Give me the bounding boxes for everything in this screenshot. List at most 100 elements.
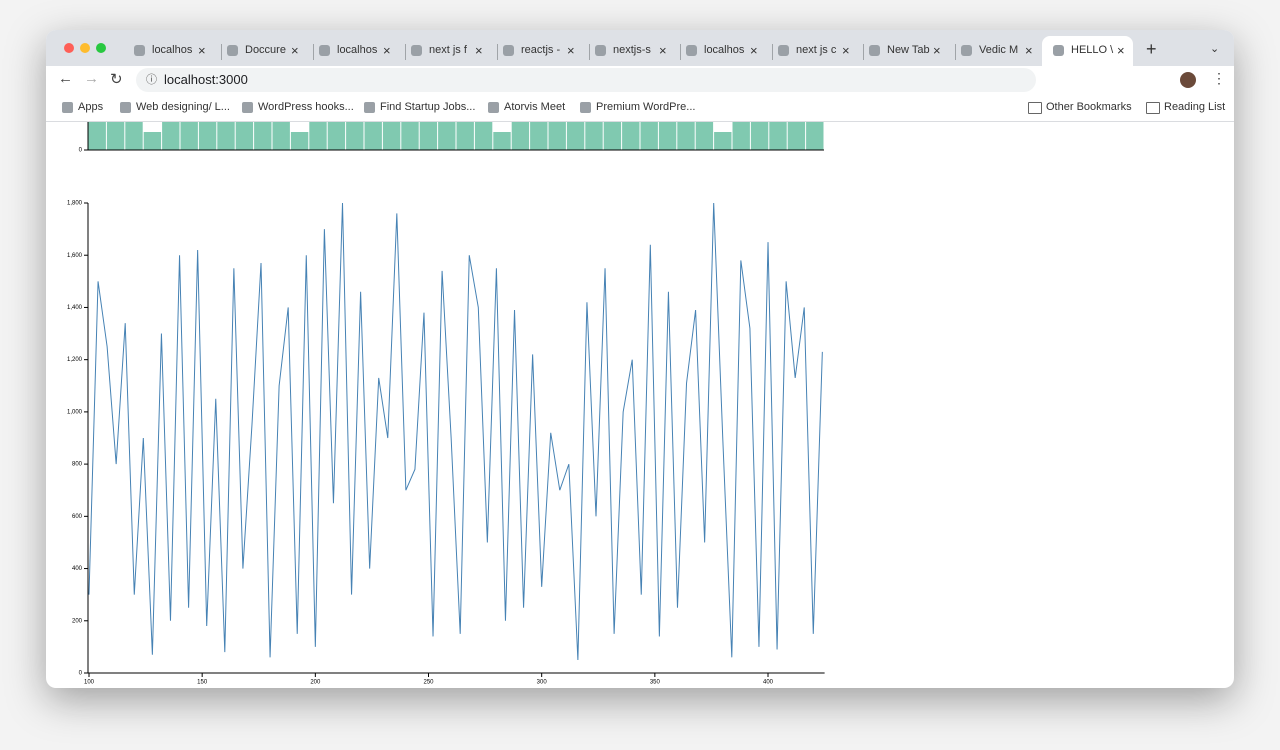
- bookmark-icon: [1028, 102, 1042, 114]
- menu-button[interactable]: ⋮: [1212, 70, 1226, 86]
- tab-separator: [405, 44, 406, 60]
- bar: [290, 132, 309, 150]
- tab-close[interactable]: ×: [383, 43, 391, 58]
- tab-close[interactable]: ×: [842, 43, 850, 58]
- tab-separator: [772, 44, 773, 60]
- bar: [180, 122, 198, 150]
- tab-title[interactable]: next js c: [796, 44, 837, 56]
- y-tick-label: 400: [72, 566, 83, 572]
- tab-favicon: [319, 45, 330, 56]
- tab-bar: + ⌄ localhos × Doccure × localhos × next js f ×…: [46, 30, 1234, 66]
- browser-window: + ⌄ localhos × Doccure × localhos × next js f ×…: [46, 30, 1234, 688]
- tab-title[interactable]: HELLO \: [1071, 44, 1114, 56]
- tab-close[interactable]: ×: [475, 43, 483, 58]
- bookmark-icon: [242, 102, 253, 113]
- bookmark[interactable]: Atorvis Meet: [504, 101, 566, 113]
- tab-close[interactable]: ×: [1117, 43, 1125, 58]
- tab-title[interactable]: localhos: [337, 44, 378, 56]
- reload-button[interactable]: ↻: [110, 71, 123, 88]
- tab-favicon: [961, 45, 972, 56]
- y-tick-label: 1,400: [67, 305, 83, 311]
- x-tick-label: 100: [84, 680, 95, 686]
- bar: [603, 122, 622, 150]
- tab-separator: [863, 44, 864, 60]
- bookmark-icon: [488, 102, 499, 113]
- line-chart: 0 200 400 600 800 1,000 1,200 1,400 1,600 1,800 10…: [67, 201, 825, 686]
- bookmarks-bar: Apps Web designing/ L... WordPress hooks..…: [46, 94, 1234, 122]
- back-button[interactable]: ←: [58, 70, 73, 87]
- bar: [511, 122, 530, 150]
- x-tick-label: 350: [650, 680, 661, 686]
- y-tick-label: 1,000: [67, 409, 83, 415]
- bar: [493, 132, 511, 150]
- bar: [106, 122, 125, 150]
- bar: [677, 122, 695, 150]
- tab-favicon: [1053, 45, 1064, 56]
- bar: [548, 122, 566, 150]
- info-icon: ⓘ: [146, 74, 157, 86]
- bar: [622, 122, 640, 150]
- bar: [382, 122, 401, 150]
- tab-close[interactable]: ×: [1025, 43, 1033, 58]
- bookmark-icon: [62, 102, 73, 113]
- bar: [456, 122, 474, 150]
- tab-close[interactable]: ×: [659, 43, 667, 58]
- bookmark[interactable]: Premium WordPre...: [596, 101, 696, 113]
- profile-avatar[interactable]: [1180, 72, 1196, 88]
- y-tick-label: 0: [79, 671, 83, 677]
- tab-title[interactable]: localhos: [152, 44, 193, 56]
- tab-close[interactable]: ×: [291, 43, 299, 58]
- toolbar: ← → ↻ ⓘ localhost:3000 ⋮: [46, 66, 1234, 94]
- minimize-button[interactable]: [80, 43, 90, 53]
- x-tick-label: 300: [537, 680, 548, 686]
- bookmark[interactable]: Reading List: [1164, 101, 1226, 113]
- new-tab[interactable]: +: [1146, 39, 1157, 59]
- tab-separator: [680, 44, 681, 60]
- bookmark[interactable]: Apps: [78, 101, 104, 113]
- tab-separator: [497, 44, 498, 60]
- bar: [806, 122, 824, 150]
- bookmark[interactable]: WordPress hooks...: [258, 101, 354, 113]
- tab-title[interactable]: Vedic M: [979, 44, 1019, 56]
- tab-title[interactable]: New Tab: [887, 44, 930, 56]
- bar: [530, 122, 548, 150]
- tab-close[interactable]: ×: [198, 43, 206, 58]
- bookmark[interactable]: Web designing/ L...: [136, 101, 230, 113]
- bar: [769, 122, 787, 150]
- maximize-button[interactable]: [96, 43, 106, 53]
- tab-favicon: [778, 45, 789, 56]
- bar: [640, 122, 658, 150]
- tab-close[interactable]: ×: [933, 43, 941, 58]
- address-bar[interactable]: ⓘ localhost:3000: [136, 68, 1036, 92]
- bookmark[interactable]: Other Bookmarks: [1046, 101, 1132, 113]
- bookmark[interactable]: Find Startup Jobs...: [380, 101, 476, 113]
- x-tick-label: 200: [310, 680, 321, 686]
- tab-title[interactable]: Doccure: [245, 44, 286, 56]
- bar: [254, 122, 272, 150]
- bar: [309, 122, 327, 150]
- url: localhost:3000: [164, 72, 248, 87]
- tab-separator: [955, 44, 956, 60]
- forward-button[interactable]: →: [84, 70, 99, 87]
- bar: [217, 122, 235, 150]
- tab-title[interactable]: reactjs -: [521, 44, 561, 56]
- tab-search[interactable]: ⌄: [1210, 43, 1220, 55]
- tab-title[interactable]: localhos: [704, 44, 745, 56]
- tab-separator: [589, 44, 590, 60]
- tab-close[interactable]: ×: [567, 43, 575, 58]
- tab-favicon: [411, 45, 422, 56]
- y-tick-label: 0: [79, 148, 83, 154]
- tab-favicon: [686, 45, 697, 56]
- bar: [714, 132, 732, 150]
- close-button[interactable]: [64, 43, 74, 53]
- bookmark-icon: [120, 102, 131, 113]
- bar: [327, 122, 346, 150]
- tab-separator: [221, 44, 222, 60]
- tab-title[interactable]: nextjs-s: [613, 44, 651, 56]
- bar-chart: 0: [79, 122, 824, 154]
- bar: [235, 122, 254, 150]
- tab-title[interactable]: next js f: [429, 44, 467, 56]
- tab-separator: [313, 44, 314, 60]
- y-tick-label: 200: [72, 618, 83, 624]
- tab-close[interactable]: ×: [750, 43, 758, 58]
